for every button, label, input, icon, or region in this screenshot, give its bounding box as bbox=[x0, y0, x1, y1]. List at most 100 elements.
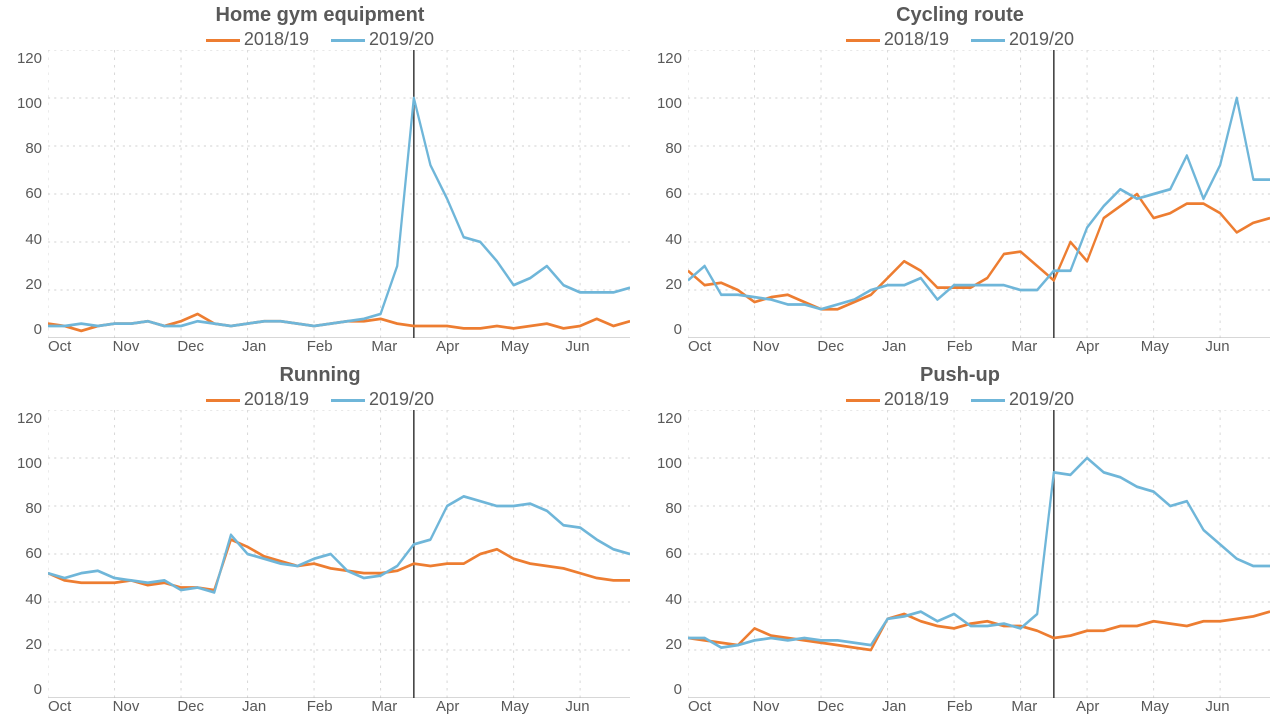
y-tick-label: 100 bbox=[650, 95, 682, 112]
series-2019-20 bbox=[48, 496, 630, 592]
y-tick-label: 120 bbox=[10, 50, 42, 67]
x-tick-label: Oct bbox=[48, 698, 113, 715]
series-2019-20 bbox=[688, 98, 1270, 309]
plot-area: 0 20 40 60 80 100 120 OctNovDecJanFebMarAprMayJ… bbox=[650, 50, 1270, 360]
plot-column: OctNovDecJanFebMarAprMayJun bbox=[688, 50, 1270, 360]
y-tick-label: 40 bbox=[650, 591, 682, 608]
y-tick-label: 120 bbox=[10, 410, 42, 427]
x-tick-label: Dec bbox=[177, 698, 242, 715]
legend-item: 2018/19 bbox=[846, 29, 949, 50]
x-tick-label: Apr bbox=[1076, 698, 1141, 715]
x-tick-label: May bbox=[1141, 338, 1206, 355]
legend-item: 2018/19 bbox=[846, 389, 949, 410]
legend-swatch-a bbox=[206, 399, 240, 402]
x-axis-labels: OctNovDecJanFebMarAprMayJun bbox=[48, 338, 630, 360]
x-tick-label: Mar bbox=[1011, 698, 1076, 715]
x-tick-label: Oct bbox=[688, 698, 753, 715]
x-tick-label: Mar bbox=[1011, 338, 1076, 355]
legend-label-a: 2018/19 bbox=[884, 29, 949, 49]
x-tick-label: Apr bbox=[436, 698, 501, 715]
legend-label-a: 2018/19 bbox=[244, 29, 309, 49]
x-tick-label: Jan bbox=[882, 338, 947, 355]
x-tick-label: Nov bbox=[753, 338, 818, 355]
panel-0: Home gym equipment2018/192019/2002040608… bbox=[0, 0, 640, 360]
panel-title: Cycling route bbox=[650, 4, 1270, 27]
x-tick-label: Feb bbox=[947, 698, 1012, 715]
legend: 2018/19 2019/20 bbox=[10, 389, 630, 410]
series-2018-19 bbox=[688, 194, 1270, 309]
y-tick-label: 20 bbox=[10, 276, 42, 293]
y-tick-label: 120 bbox=[650, 50, 682, 67]
series-2018-19 bbox=[48, 540, 630, 590]
y-tick-label: 20 bbox=[650, 276, 682, 293]
legend-item: 2019/20 bbox=[971, 389, 1074, 410]
x-tick-label: Jun bbox=[565, 338, 630, 355]
legend-swatch-b bbox=[331, 39, 365, 42]
x-tick-label: Apr bbox=[1076, 338, 1141, 355]
y-tick-label: 80 bbox=[10, 140, 42, 157]
legend: 2018/19 2019/20 bbox=[10, 29, 630, 50]
y-tick-label: 80 bbox=[650, 140, 682, 157]
y-tick-label: 40 bbox=[10, 231, 42, 248]
y-tick-label: 60 bbox=[10, 185, 42, 202]
x-axis-labels: OctNovDecJanFebMarAprMayJun bbox=[48, 698, 630, 720]
x-tick-label: Jun bbox=[565, 698, 630, 715]
legend-label-b: 2019/20 bbox=[369, 29, 434, 49]
legend-label-b: 2019/20 bbox=[1009, 389, 1074, 409]
x-tick-label: Jun bbox=[1205, 698, 1270, 715]
y-tick-label: 20 bbox=[650, 636, 682, 653]
plot-column: OctNovDecJanFebMarAprMayJun bbox=[688, 410, 1270, 720]
x-tick-label: May bbox=[501, 698, 566, 715]
y-tick-label: 0 bbox=[650, 321, 682, 338]
legend-item: 2018/19 bbox=[206, 29, 309, 50]
y-tick-label: 60 bbox=[10, 545, 42, 562]
x-axis-labels: OctNovDecJanFebMarAprMayJun bbox=[688, 338, 1270, 360]
y-tick-label: 80 bbox=[10, 500, 42, 517]
x-tick-label: Feb bbox=[947, 338, 1012, 355]
legend-item: 2019/20 bbox=[331, 389, 434, 410]
x-tick-label: Nov bbox=[113, 338, 178, 355]
panel-title: Running bbox=[10, 364, 630, 387]
y-tick-label: 100 bbox=[10, 95, 42, 112]
plot-area: 020406080100120OctNovDecJanFebMarAprMayJ… bbox=[650, 410, 1270, 720]
y-tick-label: 20 bbox=[10, 636, 42, 653]
legend-swatch-a bbox=[846, 399, 880, 402]
line-chart bbox=[48, 410, 630, 698]
x-tick-label: Nov bbox=[753, 698, 818, 715]
legend-label-a: 2018/19 bbox=[884, 389, 949, 409]
series-2018-19 bbox=[688, 612, 1270, 650]
x-tick-label: May bbox=[1141, 698, 1206, 715]
plot-column: OctNovDecJanFebMarAprMayJun bbox=[48, 50, 630, 360]
legend-item: 2018/19 bbox=[206, 389, 309, 410]
y-tick-label: 100 bbox=[10, 455, 42, 472]
y-tick-label: 0 bbox=[650, 681, 682, 698]
line-chart bbox=[48, 50, 630, 338]
x-tick-label: Dec bbox=[817, 698, 882, 715]
x-tick-label: Feb bbox=[307, 338, 372, 355]
legend-swatch-b bbox=[331, 399, 365, 402]
legend-item: 2019/20 bbox=[331, 29, 434, 50]
x-tick-label: Jan bbox=[242, 338, 307, 355]
legend: 2018/19 2019/20 bbox=[650, 29, 1270, 50]
legend: 2018/19 2019/20 bbox=[650, 389, 1270, 410]
x-tick-label: Feb bbox=[307, 698, 372, 715]
x-tick-label: Apr bbox=[436, 338, 501, 355]
x-tick-label: Jan bbox=[242, 698, 307, 715]
y-axis-labels: 020406080100120 bbox=[650, 410, 688, 720]
x-axis-labels: OctNovDecJanFebMarAprMayJun bbox=[688, 698, 1270, 720]
panel-2: Running2018/192019/20020406080100120OctN… bbox=[0, 360, 640, 720]
chart-grid: Home gym equipment2018/192019/2002040608… bbox=[0, 0, 1280, 720]
y-tick-label: 40 bbox=[650, 231, 682, 248]
plot-area: 0 20 40 60 80 100 120 OctNovDecJanFebMarAprMayJ… bbox=[10, 50, 630, 360]
y-axis-labels: 0 20 40 60 80 100 120 bbox=[650, 50, 688, 360]
y-tick-label: 60 bbox=[650, 185, 682, 202]
line-chart bbox=[688, 410, 1270, 698]
legend-item: 2019/20 bbox=[971, 29, 1074, 50]
y-tick-label: 0 bbox=[10, 321, 42, 338]
x-tick-label: Mar bbox=[371, 698, 436, 715]
legend-swatch-a bbox=[206, 39, 240, 42]
line-chart bbox=[688, 50, 1270, 338]
y-axis-labels: 020406080100120 bbox=[10, 410, 48, 720]
x-tick-label: Dec bbox=[177, 338, 242, 355]
x-tick-label: May bbox=[501, 338, 566, 355]
